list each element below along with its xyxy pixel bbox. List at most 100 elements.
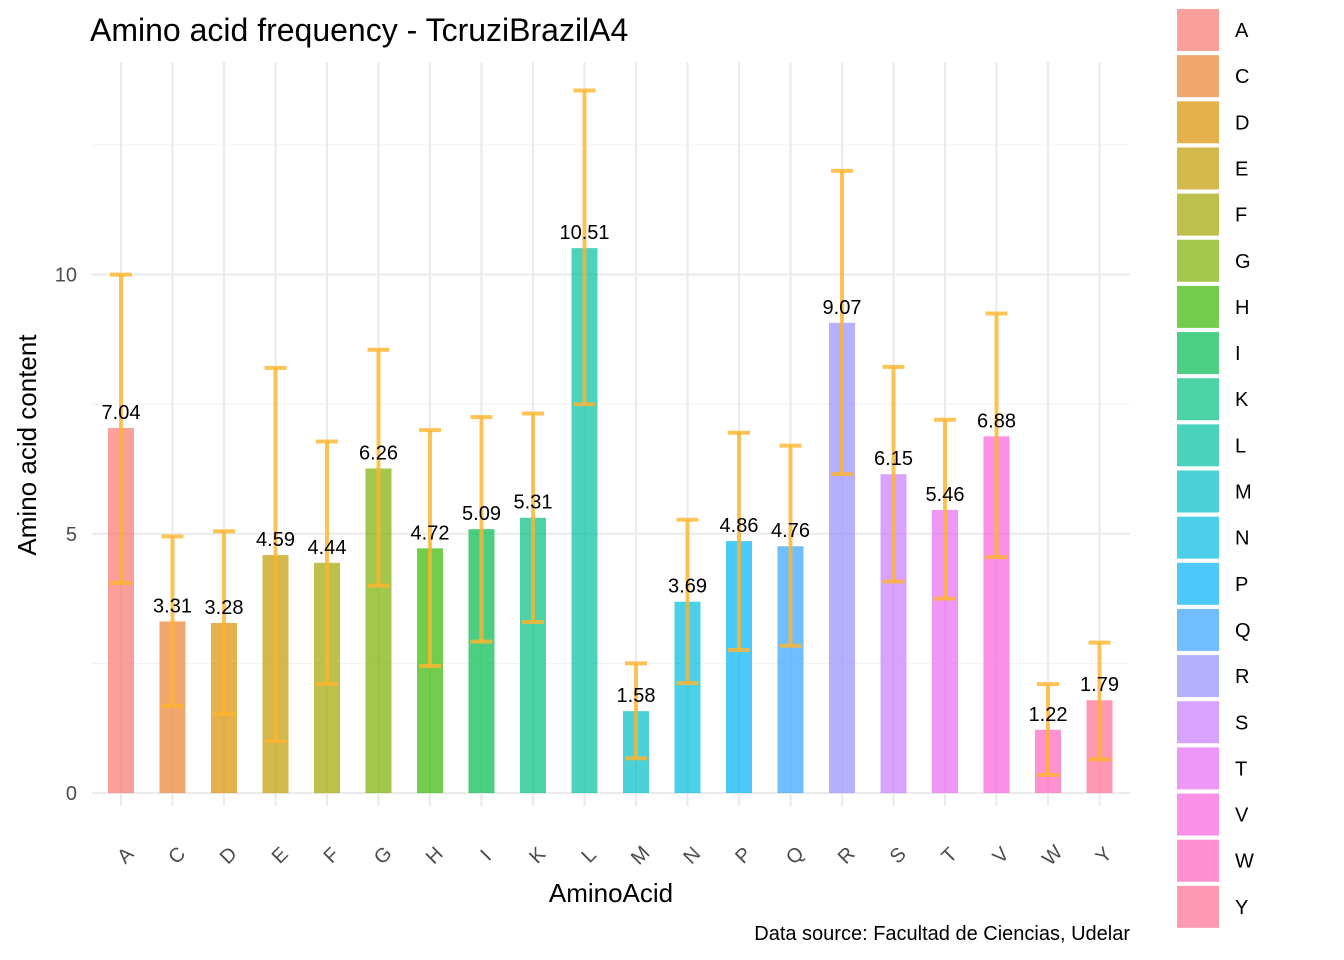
- legend-label-C: C: [1235, 66, 1249, 88]
- data-label-A: 7.04: [102, 402, 141, 424]
- data-label-Y: 1.79: [1080, 674, 1119, 696]
- legend-label-T: T: [1235, 758, 1247, 780]
- data-label-R: 9.07: [823, 297, 862, 319]
- error-bar-G: [367, 347, 390, 588]
- legend-swatch-V: [1177, 793, 1219, 836]
- x-tick-label: D: [216, 843, 242, 869]
- legend-swatch-K: [1177, 378, 1219, 421]
- data-label-M: 1.58: [617, 685, 656, 707]
- legend-label-I: I: [1235, 343, 1241, 365]
- data-label-D: 3.28: [205, 597, 244, 619]
- error-bar-A: [110, 272, 132, 586]
- x-tick-label: K: [525, 843, 550, 868]
- legend-swatch-D: [1177, 101, 1219, 144]
- data-label-Q: 4.76: [771, 520, 810, 542]
- x-tick-label: Y: [1092, 843, 1117, 868]
- legend-label-S: S: [1235, 712, 1248, 734]
- legend-label-N: N: [1235, 528, 1249, 550]
- error-bar-I: [470, 415, 493, 644]
- data-label-S: 6.15: [874, 448, 913, 470]
- legend-label-A: A: [1235, 20, 1249, 42]
- data-label-F: 4.44: [308, 537, 347, 559]
- legend-swatch-T: [1177, 747, 1219, 790]
- legend-swatch-I: [1177, 332, 1219, 375]
- legend-swatch-S: [1177, 701, 1219, 744]
- plot-grid: [92, 62, 1130, 806]
- error-bar-N: [676, 517, 699, 686]
- legend-label-R: R: [1235, 666, 1249, 688]
- legend-label-Y: Y: [1235, 897, 1248, 919]
- error-bar-S: [882, 364, 905, 584]
- data-label-V: 6.88: [977, 410, 1016, 432]
- error-bar-T: [934, 417, 956, 601]
- x-tick-label: C: [164, 843, 190, 869]
- y-tick-label: 5: [66, 524, 77, 546]
- x-tick-label: F: [320, 844, 344, 868]
- x-tick-label: L: [577, 844, 600, 867]
- x-tick-label: I: [476, 846, 495, 865]
- data-label-P: 4.86: [720, 515, 759, 537]
- x-tick-label: Q: [782, 842, 809, 869]
- data-label-G: 6.26: [359, 442, 398, 464]
- legend-swatch-Q: [1177, 608, 1219, 651]
- legend-label-E: E: [1235, 158, 1248, 180]
- data-label-I: 5.09: [462, 503, 501, 525]
- legend-label-M: M: [1235, 482, 1252, 504]
- x-tick-label: H: [422, 843, 448, 869]
- data-label-L: 10.51: [559, 222, 609, 244]
- data-label-C: 3.31: [153, 595, 192, 617]
- error-bars: [110, 88, 1111, 777]
- legend-swatch-F: [1177, 193, 1219, 236]
- legend-label-D: D: [1235, 112, 1249, 134]
- x-tick-label: G: [370, 842, 397, 869]
- error-bar-L: [573, 88, 596, 407]
- error-bar-R: [831, 168, 853, 477]
- error-bar-V: [985, 311, 1008, 560]
- legend-swatch-P: [1177, 562, 1219, 605]
- data-label-N: 3.69: [668, 576, 707, 598]
- legend-swatch-N: [1177, 516, 1219, 559]
- legend: A C D E F G H I K L M N P Q R S T V W Y: [1177, 9, 1254, 928]
- x-tick-label: R: [834, 843, 860, 869]
- error-bar-P: [728, 430, 750, 652]
- legend-swatch-L: [1177, 424, 1219, 467]
- x-tick-label: A: [113, 843, 138, 868]
- x-tick-label: P: [731, 843, 756, 868]
- legend-label-F: F: [1235, 205, 1247, 227]
- legend-swatch-Y: [1177, 885, 1219, 928]
- error-bar-M: [625, 661, 647, 761]
- legend-label-H: H: [1235, 297, 1249, 319]
- legend-label-L: L: [1235, 435, 1246, 457]
- error-bar-H: [419, 428, 441, 669]
- data-label-E: 4.59: [256, 529, 295, 551]
- x-tick-label: S: [886, 843, 911, 868]
- error-bar-F: [316, 439, 338, 687]
- error-bar-D: [213, 529, 235, 717]
- y-axis-ticks: 0 5 10: [55, 265, 77, 805]
- x-tick-label: E: [268, 843, 293, 868]
- error-bar-E: [264, 365, 287, 744]
- legend-label-V: V: [1235, 805, 1249, 827]
- legend-label-P: P: [1235, 574, 1248, 596]
- data-label-T: 5.46: [926, 484, 965, 506]
- legend-swatch-E: [1177, 147, 1219, 190]
- legend-label-Q: Q: [1235, 620, 1251, 642]
- legend-label-K: K: [1235, 389, 1249, 411]
- legend-label-W: W: [1235, 851, 1254, 873]
- legend-swatch-W: [1177, 839, 1219, 882]
- x-tick-label: V: [989, 843, 1014, 868]
- x-tick-label: T: [938, 844, 962, 868]
- legend-swatch-M: [1177, 470, 1219, 513]
- error-bar-Q: [779, 443, 802, 648]
- x-tick-label: N: [679, 843, 705, 869]
- data-labels: 7.04 3.31 3.28 4.59 4.44 6.26 4.72 5.09 5.31 10.5…: [102, 222, 1119, 726]
- legend-label-G: G: [1235, 251, 1251, 273]
- error-bar-W: [1037, 682, 1059, 777]
- y-tick-label: 0: [66, 783, 77, 805]
- x-tick-label: W: [1038, 841, 1067, 870]
- legend-swatch-R: [1177, 655, 1219, 698]
- y-axis-title: Amino acid content: [12, 334, 42, 556]
- bars: [108, 248, 1113, 794]
